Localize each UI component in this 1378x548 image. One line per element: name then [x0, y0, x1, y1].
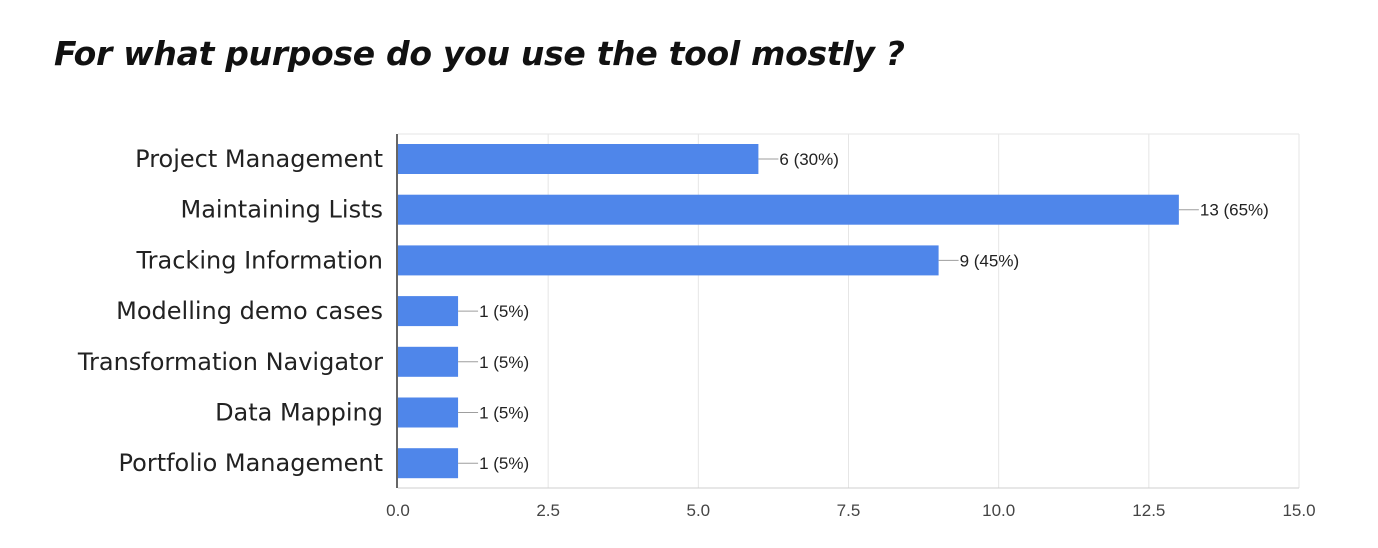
bar	[398, 296, 459, 327]
bar	[398, 346, 459, 377]
category-label: Transformation Navigator	[77, 348, 383, 376]
category-label: Modelling demo cases	[116, 297, 383, 325]
axes	[396, 134, 1299, 489]
category-label: Project Management	[135, 145, 383, 173]
category-label: Data Mapping	[215, 399, 383, 427]
gridlines	[398, 133, 1300, 488]
category-label: Maintaining Lists	[181, 196, 384, 224]
x-tick-label: 10.0	[982, 501, 1015, 520]
chart-title: For what purpose do you use the tool mos…	[54, 34, 905, 73]
x-tick-label: 15.0	[1282, 501, 1315, 520]
data-label: 1 (5%)	[479, 454, 529, 473]
bar	[398, 397, 459, 428]
category-label: Portfolio Management	[119, 449, 383, 477]
bar	[398, 245, 939, 276]
data-label: 9 (45%)	[960, 251, 1020, 270]
bar	[398, 448, 459, 479]
x-tick-label: 12.5	[1132, 501, 1165, 520]
x-tick-label: 7.5	[837, 501, 861, 520]
data-labels: 6 (30%) 13 (65%) 9 (45%) 1 (5%) 1 (5%) 1 (5%)…	[458, 150, 1269, 473]
x-tick-label: 5.0	[687, 501, 711, 520]
x-tick-labels: 0.0 2.5 5.0 7.5 10.0 12.5 15.0	[386, 501, 1315, 520]
category-label: Tracking Information	[136, 246, 383, 274]
bars	[398, 144, 1179, 479]
data-label: 1 (5%)	[479, 353, 529, 372]
bar	[398, 194, 1179, 225]
x-tick-label: 0.0	[386, 501, 410, 520]
data-label: 1 (5%)	[479, 302, 529, 321]
bar	[398, 144, 759, 174]
data-label: 13 (65%)	[1200, 201, 1269, 220]
category-labels: Project Management Maintaining Lists Track…	[77, 145, 383, 477]
data-label: 6 (30%)	[779, 150, 839, 169]
x-tick-label: 2.5	[536, 501, 560, 520]
data-label: 1 (5%)	[479, 404, 529, 423]
